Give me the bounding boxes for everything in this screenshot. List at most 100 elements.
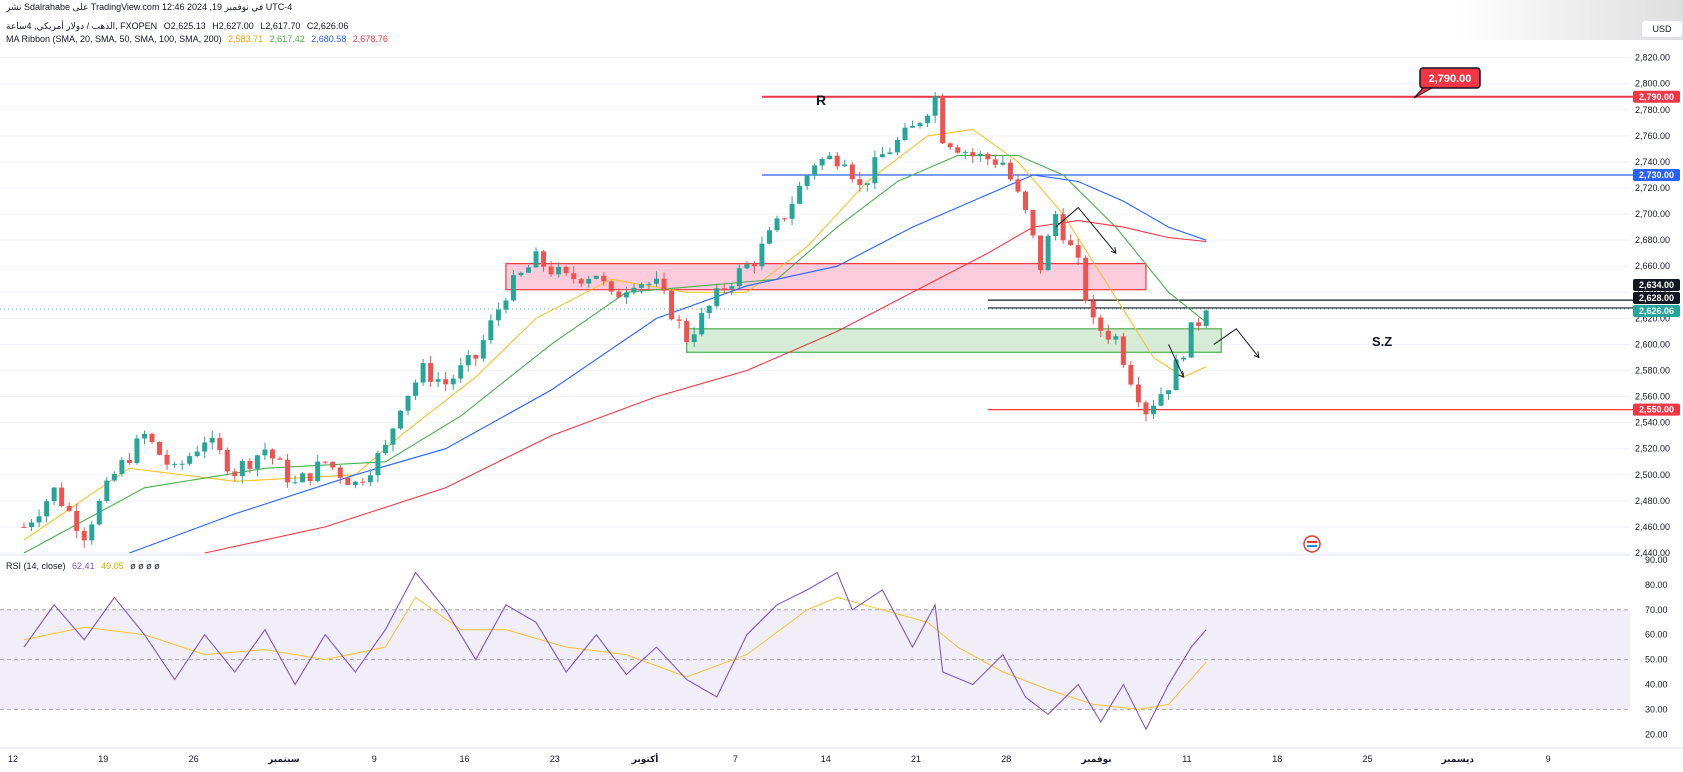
candle-body	[1181, 357, 1187, 360]
candle-body	[510, 275, 516, 301]
candle-body	[571, 273, 577, 280]
candle-body	[217, 437, 223, 451]
price-tag-label: 2,626.06	[1639, 306, 1674, 316]
candle-body	[751, 264, 757, 267]
candle-body	[488, 320, 494, 341]
ribbon-value-100: 2,680.58	[311, 34, 347, 44]
candle-body	[857, 179, 863, 185]
candle-body	[209, 437, 215, 443]
candle-body	[247, 461, 253, 469]
candle-body	[601, 275, 607, 282]
currency-button[interactable]: USD	[1641, 20, 1683, 38]
candle-body	[352, 481, 358, 486]
candle-body	[759, 243, 765, 267]
candle-body	[1113, 336, 1119, 340]
candle-body	[1007, 162, 1013, 180]
price-tick-label: 2,680.00	[1635, 235, 1670, 245]
ribbon-legend[interactable]: MA Ribbon (SMA, 20, SMA, 50, SMA, 100, S…	[6, 34, 392, 44]
price-tick-label: 2,520.00	[1635, 444, 1670, 454]
candle-body	[992, 159, 998, 165]
candle-body	[1105, 330, 1111, 340]
candle-body	[721, 288, 727, 290]
candle-body	[812, 165, 818, 176]
candle-body	[1022, 191, 1028, 210]
candle-body	[744, 264, 750, 269]
candle-body	[262, 449, 268, 456]
flag-icon[interactable]	[1303, 535, 1321, 553]
ma-line-ma100	[129, 174, 1207, 554]
price-tag-label: 2,730.00	[1639, 170, 1674, 180]
price-tag-label: 2,550.00	[1639, 405, 1674, 415]
candle-body	[187, 456, 193, 464]
candle-body	[435, 379, 441, 382]
price-tag	[1633, 279, 1680, 291]
candle-body	[503, 300, 509, 310]
candle-body	[74, 510, 80, 531]
candle-body	[623, 292, 629, 298]
candle-body	[541, 251, 547, 267]
time-tick-label: نوفمبر	[1080, 754, 1111, 765]
candle-body	[96, 500, 102, 525]
candle-body	[1000, 162, 1006, 165]
candle-body	[1053, 214, 1059, 237]
candle-body	[1135, 384, 1141, 403]
candle-body	[970, 152, 976, 157]
symbol-text: الذهب / دولار أمريكي, 4ساعة, FXOPEN	[6, 21, 158, 31]
price-tag	[1633, 168, 1680, 181]
moving-average-ribbon	[23, 128, 1207, 554]
price-tick-label: 2,780.00	[1635, 105, 1670, 115]
candle-body	[413, 382, 419, 396]
time-tick-label: 28	[1001, 754, 1011, 764]
price-tick-label: 2,700.00	[1635, 209, 1670, 219]
symbol-legend[interactable]: الذهب / دولار أمريكي, 4ساعة, FXOPEN O2,6…	[6, 21, 352, 32]
candle-body	[1120, 336, 1126, 365]
rsi-ma-line	[23, 596, 1207, 710]
candle-body	[917, 123, 923, 127]
rsi-value: 62.41	[72, 561, 95, 571]
candle-body	[706, 305, 712, 314]
candle-body	[111, 473, 117, 481]
candle-body	[797, 185, 803, 204]
candle-body	[646, 283, 652, 285]
price-tick-label: 2,540.00	[1635, 418, 1670, 428]
candle-body	[315, 461, 321, 482]
candle-body	[458, 365, 464, 379]
grid	[0, 57, 1630, 556]
price-tick-label: 2,720.00	[1635, 183, 1670, 193]
callout[interactable]: 2,790.00	[1413, 67, 1481, 99]
candle-body	[834, 155, 840, 167]
candle-body	[947, 143, 953, 148]
ohlc-high: H2,627.00	[212, 21, 254, 31]
ribbon-value-20: 2,583.71	[228, 34, 264, 44]
candle-body	[533, 251, 539, 268]
price-tick-label: 2,660.00	[1635, 261, 1670, 271]
rsi-tick-label: 40.00	[1645, 680, 1668, 690]
candle-body	[172, 463, 178, 465]
candle-body	[157, 442, 163, 455]
price-tick-label: 2,820.00	[1635, 53, 1670, 63]
candle-body	[962, 152, 968, 154]
time-axis[interactable]: 12 19 26 سبتمبر 9 16 23 أكتوبر 7 14 21 28 نوفمبر 11 18…	[0, 747, 1683, 765]
candle-body	[1030, 209, 1036, 236]
candle-body	[254, 455, 260, 469]
ohlc-close: C2,626.06	[306, 21, 349, 31]
price-axis[interactable]: 2,440.00 2,460.00 2,480.00 2,500.00 2,520.00…	[1635, 53, 1670, 740]
candle-body	[902, 127, 908, 141]
time-tick-label: 12	[8, 754, 18, 764]
candle-body	[81, 530, 87, 541]
candle-body	[450, 378, 456, 385]
candle-body	[638, 284, 644, 288]
candle-body	[1075, 245, 1081, 258]
candle-body	[766, 230, 772, 244]
rsi-legend[interactable]: RSI (14, close) 62.41 49.05 ø ø ø ø	[6, 561, 164, 571]
candle-body	[292, 482, 298, 484]
candle-body	[141, 433, 147, 439]
candle-body	[1173, 359, 1179, 391]
candle-body	[322, 461, 328, 463]
support-zone	[686, 328, 1222, 353]
candle-body	[443, 379, 449, 385]
rsi-ma-value: 49.05	[101, 561, 124, 571]
price-tag	[1633, 292, 1680, 304]
trend-arrow-0	[1055, 206, 1117, 254]
